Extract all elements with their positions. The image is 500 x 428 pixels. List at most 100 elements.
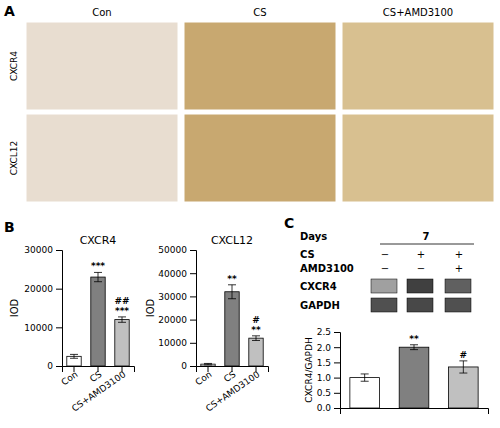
row-value: −	[417, 263, 425, 274]
bar	[350, 378, 380, 408]
image-placeholder	[26, 114, 178, 202]
error-cap	[118, 316, 126, 317]
error-cap	[410, 344, 418, 345]
tick-mark	[190, 320, 196, 321]
tick-label: 40000	[158, 269, 187, 279]
error-cap	[459, 373, 467, 374]
panel-label: A	[4, 3, 15, 19]
column-header: CS+AMD3100	[383, 7, 453, 18]
bar	[201, 364, 215, 366]
error-bar	[70, 354, 78, 358]
tick-label: CS+AMD3100	[204, 369, 262, 414]
band-label: CXCR4	[300, 281, 337, 292]
y-axis: 0.00.51.01.52.02.5	[317, 327, 341, 413]
tick: 20000	[24, 284, 62, 294]
bar	[449, 367, 479, 408]
axis-line	[190, 251, 197, 367]
row-label: CXCL12	[9, 141, 19, 176]
blot-band	[407, 298, 433, 312]
plot-area	[201, 285, 263, 366]
error-bar	[204, 363, 212, 364]
tick-label: 10000	[158, 338, 187, 348]
blot-band	[445, 279, 471, 293]
error-cap	[204, 363, 212, 364]
band-label: GAPDH	[300, 300, 340, 311]
error-stem	[414, 345, 415, 350]
error-cap	[228, 298, 236, 299]
image-placeholder	[26, 22, 178, 110]
error-stem	[463, 361, 464, 373]
image-placeholder	[342, 22, 494, 110]
tick: 10000	[24, 323, 62, 333]
tick-label: CS	[222, 369, 238, 384]
tick-label: 1.0	[317, 373, 332, 383]
tick: 0	[181, 361, 196, 371]
tick-label: 0.5	[317, 388, 331, 398]
error-stem	[256, 336, 257, 341]
error-bar	[252, 336, 260, 341]
annotation: ***	[115, 306, 129, 316]
tick: 30000	[24, 245, 62, 255]
tick-label: 30000	[24, 245, 53, 255]
error-stem	[98, 272, 99, 281]
header-value: 7	[423, 231, 430, 242]
error-bar	[410, 345, 418, 350]
tick-label: 0.0	[317, 403, 332, 413]
tick: Con	[193, 366, 213, 387]
error-bar	[459, 361, 467, 373]
row-value: +	[417, 249, 425, 260]
tick-label: Con	[59, 369, 79, 387]
y-axis-title: CXCR4/GAPDH	[304, 337, 314, 402]
tick-mark	[56, 327, 62, 328]
error-cap	[70, 354, 78, 355]
error-cap	[252, 340, 260, 341]
axis-line	[334, 333, 341, 409]
tick: 20000	[158, 315, 196, 325]
error-cap	[252, 335, 260, 336]
row-value: +	[455, 249, 463, 260]
tick: 40000	[158, 269, 196, 279]
row-value: −	[381, 249, 389, 260]
tick: CS	[222, 366, 238, 384]
annotation: **	[251, 325, 261, 335]
error-cap	[361, 381, 369, 382]
tick-mark	[334, 378, 340, 379]
error-cap	[94, 272, 102, 273]
bar	[399, 347, 429, 408]
error-cap	[118, 322, 126, 323]
bar	[225, 292, 239, 366]
tick-label: 20000	[158, 315, 187, 325]
row-value: +	[455, 263, 463, 274]
tick-mark	[190, 366, 196, 367]
tick-label: 20000	[24, 284, 53, 294]
row-value: −	[381, 263, 389, 274]
tick-label: 10000	[24, 323, 53, 333]
tick: 0	[47, 361, 62, 371]
blot-panel: CDays7CS−++AMD3100−−+CXCR4GAPDH	[284, 215, 474, 312]
x-axis: Con CSCS+AMD3100	[193, 366, 268, 414]
bar	[249, 338, 263, 366]
error-bar	[361, 374, 369, 381]
tick: 2.0	[317, 343, 340, 353]
tick-label: 50000	[158, 245, 187, 255]
column-header: Con	[92, 7, 111, 18]
tick-mark	[190, 296, 196, 297]
tick: 30000	[158, 292, 196, 302]
tick: 10000	[158, 338, 196, 348]
tick-mark	[334, 332, 340, 333]
tick: CS+AMD3100	[70, 366, 128, 414]
plot-area	[67, 272, 129, 366]
tick-mark	[334, 362, 340, 363]
figure: AConCSCS+AMD3100CXCR4CXCL120100002000030…	[0, 0, 500, 428]
tick-label: 2.0	[317, 343, 332, 353]
tick: 0.0	[317, 403, 340, 413]
tick-mark	[334, 408, 340, 409]
header-label: Days	[300, 231, 327, 242]
tick: Con	[59, 366, 79, 387]
image-placeholder	[184, 22, 336, 110]
error-cap	[204, 364, 212, 365]
x-axis	[341, 409, 489, 415]
annotation: ***	[91, 261, 105, 271]
row-label: CS	[300, 249, 315, 260]
y-axis: 0 10000 20000 30000 40000 50000	[158, 245, 196, 371]
